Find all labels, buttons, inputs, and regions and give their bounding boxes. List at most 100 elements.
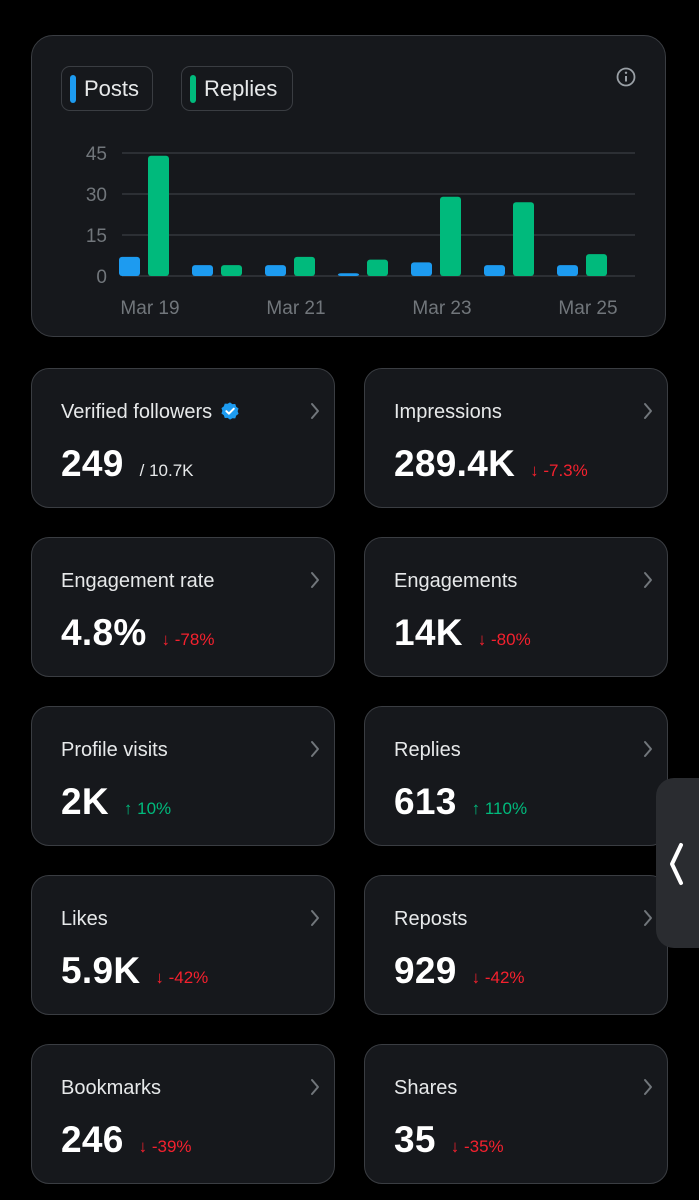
- stat-change: ↓ -35%: [450, 1137, 504, 1156]
- chevron-right-icon: [311, 1079, 319, 1095]
- stat-label: Engagement rate: [61, 570, 214, 593]
- chevron-right-icon: [311, 910, 319, 926]
- x-tick-label: Mar 19: [120, 298, 179, 319]
- bar-posts: [265, 265, 286, 276]
- chevron-right-icon: [311, 741, 319, 757]
- stat-value: 2K: [61, 781, 109, 822]
- stat-label: Verified followers: [61, 401, 240, 424]
- stat-card-reposts[interactable]: Reposts 929 ↓ -42%: [364, 875, 668, 1015]
- posts-swatch: [70, 74, 76, 103]
- y-tick-label: 0: [96, 267, 107, 288]
- chevron-right-icon: [311, 403, 319, 419]
- stat-card-shares[interactable]: Shares 35 ↓ -35%: [364, 1044, 668, 1184]
- stat-card-bookmarks[interactable]: Bookmarks 246 ↓ -39%: [31, 1044, 335, 1184]
- stat-value-row: 246 ↓ -39%: [61, 1119, 192, 1161]
- stat-label: Engagements: [394, 570, 517, 593]
- legend-replies-label: Replies: [204, 75, 278, 101]
- legend-posts-label: Posts: [84, 75, 140, 101]
- x-tick-label: Mar 23: [412, 298, 471, 319]
- stat-change: ↓ -80%: [477, 630, 531, 649]
- stat-label-text: Profile visits: [61, 739, 168, 761]
- stat-label: Bookmarks: [61, 1077, 161, 1100]
- bar-posts: [192, 265, 213, 276]
- stat-value: 5.9K: [61, 950, 141, 991]
- stat-change: ↓ -7.3%: [530, 461, 588, 480]
- stat-value: 613: [394, 781, 457, 822]
- chevron-right-icon: [311, 572, 319, 588]
- stat-card-engagement-rate[interactable]: Engagement rate 4.8% ↓ -78%: [31, 537, 335, 677]
- side-panel-tab[interactable]: [656, 778, 699, 948]
- stat-value-row: 249 / 10.7K: [61, 443, 194, 485]
- bar-posts: [557, 265, 578, 276]
- stat-total: / 10.7K: [139, 461, 194, 480]
- info-icon[interactable]: [615, 66, 637, 88]
- stat-change: ↑ 10%: [123, 799, 172, 818]
- stat-card-profile-visits[interactable]: Profile visits 2K ↑ 10%: [31, 706, 335, 846]
- stat-label: Profile visits: [61, 739, 168, 762]
- y-tick-label: 15: [86, 226, 107, 247]
- bar-replies: [586, 254, 607, 276]
- chevron-right-icon: [644, 403, 652, 419]
- legend-replies[interactable]: Replies: [181, 66, 293, 111]
- bar-posts: [484, 265, 505, 276]
- verified-badge-icon: [221, 402, 239, 420]
- bar-replies: [367, 259, 388, 276]
- stat-label-text: Engagements: [394, 570, 518, 592]
- y-tick-label: 45: [86, 144, 107, 165]
- stat-change: ↓ -78%: [161, 630, 215, 649]
- stat-card-replies[interactable]: Replies 613 ↑ 110%: [364, 706, 668, 846]
- bar-posts: [119, 256, 140, 276]
- stat-change: ↑ 110%: [471, 799, 528, 818]
- stat-card-impressions[interactable]: Impressions 289.4K ↓ -7.3%: [364, 368, 668, 508]
- stat-change: ↓ -39%: [138, 1137, 192, 1156]
- stat-change: ↓ -42%: [471, 968, 525, 987]
- legend-posts[interactable]: Posts: [61, 66, 153, 111]
- stat-label: Likes: [61, 908, 108, 931]
- stat-value-row: 929 ↓ -42%: [394, 950, 525, 992]
- stat-value-row: 14K ↓ -80%: [394, 612, 531, 654]
- stat-label-text: Shares: [394, 1077, 458, 1099]
- chevron-left-icon: [670, 843, 683, 885]
- replies-swatch: [190, 74, 196, 103]
- stat-card-verified-followers[interactable]: Verified followers 249 / 10.7K: [31, 368, 335, 508]
- stat-card-engagements[interactable]: Engagements 14K ↓ -80%: [364, 537, 668, 677]
- bar-chart: 45 30 15 0 Mar 19 Mar 21 Mar 23 Mar 25: [86, 144, 635, 319]
- stat-label-text: Reposts: [394, 908, 468, 930]
- stat-label-text: Replies: [394, 739, 461, 761]
- bar-posts: [411, 262, 432, 276]
- stat-value: 246: [61, 1119, 124, 1160]
- stat-label: Reposts: [394, 908, 467, 931]
- chevron-right-icon: [644, 572, 652, 588]
- bar-replies: [148, 155, 169, 276]
- stat-label-text: Verified followers: [61, 401, 213, 423]
- stat-label-text: Engagement rate: [61, 570, 215, 592]
- stat-card-likes[interactable]: Likes 5.9K ↓ -42%: [31, 875, 335, 1015]
- stat-label-text: Bookmarks: [61, 1077, 162, 1099]
- x-tick-label: Mar 21: [266, 298, 325, 319]
- chevron-right-icon: [644, 910, 652, 926]
- stat-value: 35: [394, 1119, 436, 1160]
- stat-value-row: 4.8% ↓ -78%: [61, 612, 214, 654]
- stat-label: Replies: [394, 739, 461, 762]
- stat-label-text: Likes: [61, 908, 108, 930]
- bar-replies: [294, 256, 315, 276]
- chart-card: Posts Replies 45 30 15 0 Mar 19 Mar 21 Mar 23 M…: [31, 35, 666, 337]
- chevron-right-icon: [644, 1079, 652, 1095]
- stat-value: 929: [394, 950, 457, 991]
- stat-value-row: 5.9K ↓ -42%: [61, 950, 208, 992]
- bar-replies: [221, 265, 242, 276]
- stat-label: Impressions: [394, 401, 502, 424]
- y-tick-label: 30: [86, 185, 107, 206]
- stat-value-row: 289.4K ↓ -7.3%: [394, 443, 588, 485]
- x-tick-label: Mar 25: [558, 298, 617, 319]
- bar-posts: [338, 273, 359, 276]
- bar-replies: [440, 196, 461, 276]
- stat-value: 289.4K: [394, 443, 516, 484]
- stat-change: ↓ -42%: [155, 968, 209, 987]
- stat-value-row: 35 ↓ -35%: [394, 1119, 504, 1161]
- chevron-right-icon: [644, 741, 652, 757]
- stat-value-row: 2K ↑ 10%: [61, 781, 171, 823]
- stat-value: 14K: [394, 612, 463, 653]
- stat-label: Shares: [394, 1077, 457, 1100]
- stat-label-text: Impressions: [394, 401, 502, 423]
